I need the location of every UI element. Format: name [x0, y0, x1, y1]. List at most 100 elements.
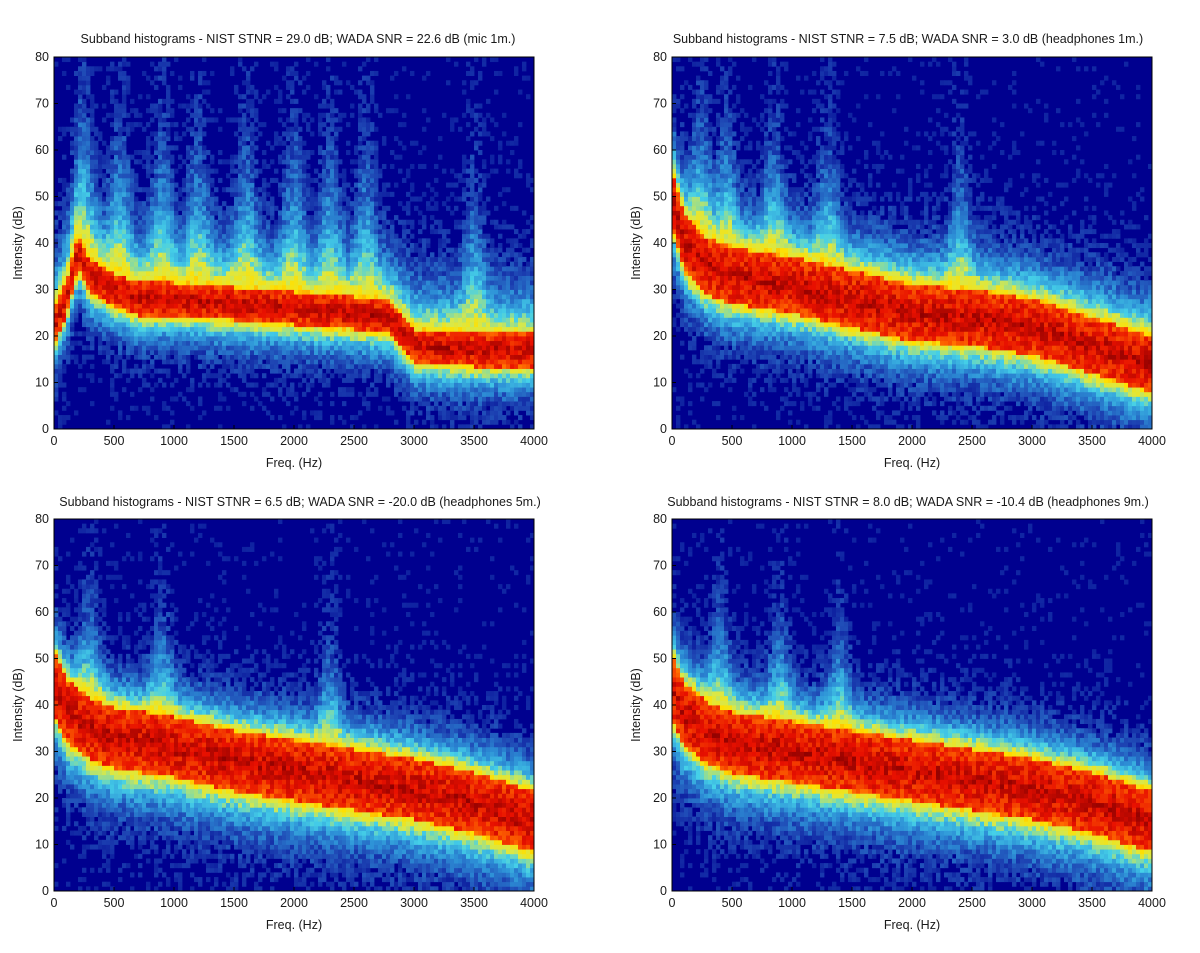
heatmap-cell: [266, 210, 270, 215]
heatmap-cell: [370, 197, 374, 202]
heatmap-cell: [74, 136, 78, 141]
heatmap-cell: [438, 327, 442, 332]
heatmap-cell: [398, 294, 402, 299]
heatmap-cell: [182, 252, 186, 257]
heatmap-cell: [158, 290, 162, 295]
heatmap-cell: [202, 317, 206, 322]
heatmap-cell: [418, 197, 422, 202]
heatmap-cell: [402, 122, 406, 127]
heatmap-cell: [386, 183, 390, 188]
heatmap-cell: [354, 364, 358, 369]
heatmap-cell: [134, 210, 138, 215]
heatmap-cell: [326, 220, 330, 225]
heatmap-cell: [426, 336, 430, 341]
heatmap-cell: [74, 187, 78, 192]
heatmap-cell: [206, 285, 210, 290]
heatmap-cell: [194, 266, 198, 271]
heatmap-cell: [338, 387, 342, 392]
heatmap-cell: [270, 206, 274, 211]
heatmap-cell: [110, 392, 114, 397]
heatmap-cell: [94, 173, 98, 178]
heatmap-cell: [162, 299, 166, 304]
heatmap-cell: [426, 201, 430, 206]
heatmap-cell: [366, 262, 370, 267]
heatmap-cell: [394, 215, 398, 220]
heatmap-cell: [290, 238, 294, 243]
heatmap-cell: [366, 280, 370, 285]
heatmap-cell: [62, 215, 66, 220]
heatmap-cell: [426, 317, 430, 322]
heatmap-cell: [62, 364, 66, 369]
heatmap-cell: [298, 280, 302, 285]
heatmap-cell: [406, 262, 410, 267]
heatmap-cell: [102, 197, 106, 202]
heatmap-cell: [238, 364, 242, 369]
heatmap-cell: [122, 234, 126, 239]
heatmap-cell: [122, 243, 126, 248]
heatmap-cell: [170, 276, 174, 281]
heatmap-cell: [146, 271, 150, 276]
heatmap-cell: [418, 252, 422, 257]
heatmap-cell: [130, 229, 134, 234]
heatmap-cell: [198, 145, 202, 150]
heatmap-cell: [210, 285, 214, 290]
heatmap-cell: [370, 229, 374, 234]
heatmap-cell: [114, 108, 118, 113]
heatmap-cell: [366, 373, 370, 378]
heatmap-cell: [314, 355, 318, 360]
heatmap-cell: [294, 294, 298, 299]
heatmap-cell: [394, 108, 398, 113]
heatmap-cell: [334, 150, 338, 155]
heatmap-cell: [334, 229, 338, 234]
heatmap-cell: [338, 113, 342, 118]
heatmap-cell: [426, 206, 430, 211]
heatmap-cell: [386, 383, 390, 388]
heatmap-cell: [82, 169, 86, 174]
heatmap-cell: [334, 322, 338, 327]
heatmap-cell: [338, 243, 342, 248]
heatmap-cell: [342, 303, 346, 308]
heatmap-cell: [162, 150, 166, 155]
heatmap-cell: [82, 62, 86, 67]
heatmap-cell: [146, 169, 150, 174]
heatmap-cell: [370, 159, 374, 164]
heatmap-cell: [206, 104, 210, 109]
heatmap-cell: [218, 378, 222, 383]
heatmap-cell: [394, 331, 398, 336]
heatmap-cell: [174, 197, 178, 202]
heatmap-cell: [290, 210, 294, 215]
heatmap-cell: [374, 262, 378, 267]
heatmap-cell: [130, 257, 134, 262]
heatmap-cell: [246, 169, 250, 174]
heatmap-cell: [258, 220, 262, 225]
heatmap-cell: [94, 257, 98, 262]
heatmap-cell: [194, 262, 198, 267]
heatmap-cell: [166, 229, 170, 234]
heatmap-cell: [394, 294, 398, 299]
heatmap-cell: [226, 331, 230, 336]
heatmap-cell: [158, 164, 162, 169]
heatmap-cell: [326, 66, 330, 71]
heatmap-cell: [142, 71, 146, 76]
heatmap-cell: [250, 303, 254, 308]
heatmap-cell: [178, 341, 182, 346]
heatmap-cell: [422, 387, 426, 392]
heatmap-cell: [78, 141, 82, 146]
heatmap-cell: [86, 317, 90, 322]
heatmap-cell: [374, 290, 378, 295]
heatmap-cell: [426, 410, 430, 415]
heatmap-cell: [178, 317, 182, 322]
heatmap-cell: [178, 290, 182, 295]
heatmap-cell: [302, 336, 306, 341]
heatmap-cell: [230, 187, 234, 192]
heatmap-cell: [426, 303, 430, 308]
heatmap-cell: [434, 387, 438, 392]
heatmap-cell: [170, 243, 174, 248]
heatmap-cell: [354, 90, 358, 95]
heatmap-cell: [430, 359, 434, 364]
heatmap-cell: [310, 369, 314, 374]
heatmap-cell: [298, 164, 302, 169]
heatmap-cell: [382, 262, 386, 267]
heatmap-cell: [334, 290, 338, 295]
heatmap-cell: [258, 187, 262, 192]
